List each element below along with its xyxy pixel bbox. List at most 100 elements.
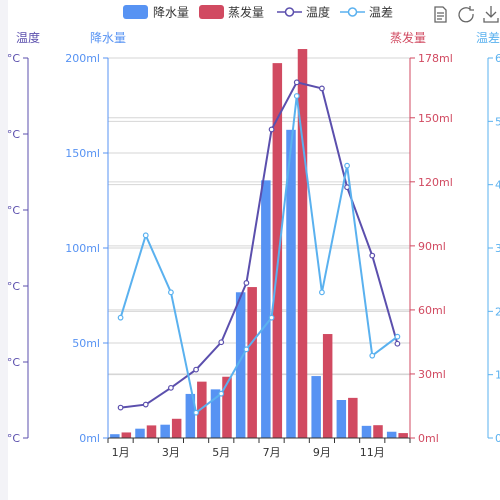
evap-bar[interactable] (197, 381, 207, 438)
diff-axis-tick-label: 2 (495, 305, 500, 318)
temperature-point[interactable] (117, 404, 124, 411)
diff-axis-tick-label: 6 (495, 52, 500, 65)
save-image-icon-path (483, 6, 499, 23)
evap-bar[interactable] (121, 432, 132, 438)
evap-bar[interactable] (146, 425, 157, 438)
evap-axis-tick-label: 178ml (418, 52, 453, 65)
restore-icon-path (458, 6, 474, 23)
save-image-icon[interactable] (483, 6, 499, 23)
diff-axis-tick-label: 1 (495, 369, 500, 382)
legend-item-label[interactable]: 降水量 (153, 6, 189, 20)
temperature-point[interactable] (193, 366, 199, 373)
precip-bar[interactable] (336, 400, 347, 438)
x-tick-label: 3月 (162, 446, 180, 459)
data-view-icon[interactable] (434, 6, 447, 23)
temperature-point[interactable] (394, 340, 401, 347)
precip-axis-tick-label: 50ml (72, 337, 100, 350)
temp-diff-point[interactable] (168, 289, 174, 296)
legend-line-marker[interactable] (347, 7, 358, 17)
evap-axis-title: 蒸发量 (390, 30, 426, 45)
evap-axis-tick-label: 120ml (418, 176, 453, 189)
temperature-point[interactable] (168, 384, 174, 391)
temp-diff-point[interactable] (293, 93, 300, 99)
diff-axis-title: 温差 (476, 31, 500, 45)
x-tick-label: 5月 (212, 446, 230, 459)
temp-diff-point[interactable] (319, 289, 325, 296)
temp-diff-point[interactable] (243, 346, 250, 353)
evap-bar[interactable] (322, 334, 333, 438)
temp-diff-point[interactable] (268, 314, 275, 321)
temperature-point[interactable] (243, 280, 250, 286)
evap-bar[interactable] (272, 63, 283, 438)
diff-axis-tick-label: 3 (495, 242, 500, 255)
precip-bar[interactable] (185, 393, 196, 438)
temp-diff-point[interactable] (142, 232, 149, 239)
restore-icon[interactable] (458, 6, 474, 23)
precip-bar[interactable] (110, 434, 120, 438)
temperature-point[interactable] (293, 79, 300, 86)
precip-axis-title: 降水量 (90, 31, 126, 45)
temp-diff-line (119, 95, 399, 415)
precip-axis-tick-label: 100ml (65, 242, 100, 255)
precip-bar[interactable] (160, 424, 170, 438)
precip-bar[interactable] (386, 431, 397, 438)
legend-line-marker[interactable] (284, 7, 295, 17)
evap-axis-tick-label: 0ml (418, 432, 439, 445)
left-edge-strip (0, 0, 8, 500)
x-tick-label: 9月 (313, 446, 331, 459)
temperature-point[interactable] (142, 401, 149, 408)
temperature-point[interactable] (344, 184, 350, 191)
evap-bar[interactable] (297, 49, 308, 439)
temperature-point[interactable] (319, 85, 325, 92)
evap-bar[interactable] (171, 418, 182, 438)
precip-bar[interactable] (311, 376, 321, 438)
evap-bar[interactable] (373, 425, 383, 438)
precip-axis-tick-label: 0ml (79, 432, 100, 445)
legend-item-label[interactable]: 蒸发量 (228, 5, 264, 20)
temperature-point[interactable] (218, 339, 225, 346)
precip-bar[interactable] (135, 428, 145, 438)
temp-diff-point[interactable] (117, 314, 124, 321)
temp-axis-tick-label: °C (7, 356, 21, 369)
evap-axis-tick-label: 150ml (418, 112, 453, 125)
precip-bar[interactable] (210, 389, 221, 438)
temperature-point[interactable] (268, 126, 275, 133)
legend-swatch[interactable] (199, 5, 224, 19)
evap-bar[interactable] (222, 376, 232, 438)
legend-swatch[interactable] (123, 5, 148, 19)
temp-axis-tick-label: °C (7, 128, 21, 141)
precip-bar[interactable] (361, 425, 372, 438)
precip-bar[interactable] (261, 180, 271, 439)
precip-bar[interactable] (286, 129, 296, 438)
temp-diff-point[interactable] (369, 352, 376, 359)
evap-axis-tick-label: 60ml (418, 304, 446, 317)
diff-axis-tick-label: 5 (495, 115, 500, 128)
data-view-icon-path (434, 6, 447, 23)
temperature-point[interactable] (369, 252, 376, 259)
temp-diff-point[interactable] (394, 333, 401, 340)
precip-axis-tick-label: 200ml (65, 52, 100, 65)
temp-axis-title: 温度 (16, 30, 40, 45)
legend-item-label[interactable]: 温度 (306, 5, 330, 20)
evap-bar[interactable] (247, 287, 257, 438)
precip-bar[interactable] (235, 292, 246, 438)
precip-axis-tick-label: 150ml (65, 147, 100, 160)
temp-diff-point[interactable] (193, 409, 199, 416)
evap-bar[interactable] (348, 397, 358, 438)
evap-axis-tick-label: 90ml (418, 240, 446, 253)
temp-axis-tick-label: °C (7, 280, 21, 293)
diff-axis-tick-label: 0 (495, 432, 500, 445)
evap-axis-tick-label: 30ml (418, 368, 446, 381)
temp-diff-point[interactable] (344, 162, 350, 169)
temp-axis-tick-label: °C (7, 52, 21, 65)
legend-item-label[interactable]: 温差 (369, 6, 393, 20)
temp-axis-tick-label: °C (7, 204, 21, 217)
evap-bar[interactable] (398, 433, 408, 438)
temp-axis-tick-label: °C (7, 432, 21, 445)
temp-diff-point[interactable] (218, 390, 225, 397)
x-tick-label: 7月 (263, 446, 281, 459)
diff-axis-tick-label: 4 (495, 179, 500, 192)
x-tick-label: 1月 (112, 446, 130, 459)
